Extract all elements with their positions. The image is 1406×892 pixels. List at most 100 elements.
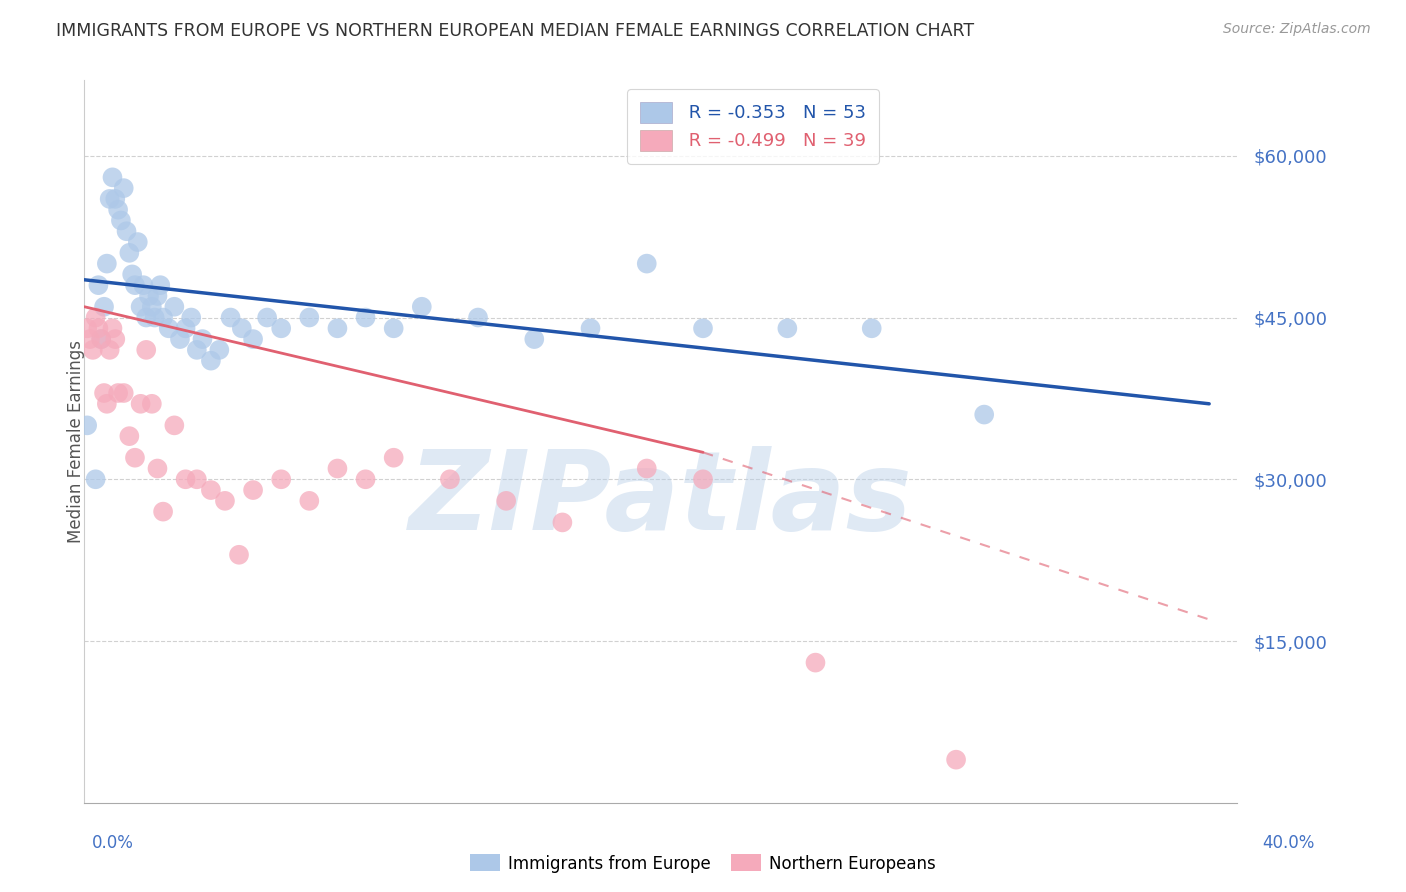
Point (439, 472, 461, 486)
Point (298, 493, 321, 508)
Text: IMMIGRANTS FROM EUROPE VS NORTHERN EUROPEAN MEDIAN FEMALE EARNINGS CORRELATION C: IMMIGRANTS FROM EUROPE VS NORTHERN EUROP… (56, 22, 974, 40)
Point (101, 170, 124, 185)
Point (256, 310, 278, 325)
Point (90, 332, 112, 346)
Point (98, 343, 121, 357)
Point (186, 472, 208, 486)
Point (146, 461, 169, 475)
Point (298, 310, 321, 325)
Point (107, 202, 129, 217)
Point (87, 321, 110, 335)
Point (138, 289, 160, 303)
Point (121, 268, 143, 282)
Point (326, 461, 349, 475)
Point (163, 418, 186, 433)
Point (152, 310, 174, 325)
Point (551, 516, 574, 530)
Point (411, 300, 433, 314)
Point (270, 472, 292, 486)
Point (270, 321, 292, 335)
Point (692, 472, 714, 486)
Point (87, 278, 110, 293)
Point (174, 472, 197, 486)
Point (467, 310, 489, 325)
Point (141, 300, 163, 314)
Point (945, 753, 967, 767)
Point (115, 224, 138, 238)
Point (90, 332, 112, 346)
Point (382, 450, 405, 465)
Point (127, 235, 149, 249)
Point (228, 548, 250, 562)
Point (79, 332, 101, 346)
Point (169, 332, 191, 346)
Point (76, 321, 98, 335)
Point (163, 300, 186, 314)
Point (354, 310, 377, 325)
Point (973, 408, 995, 422)
Point (93, 386, 115, 401)
Point (242, 483, 264, 497)
Point (495, 493, 517, 508)
Point (104, 192, 127, 206)
Point (112, 386, 135, 401)
Point (152, 505, 174, 519)
Point (208, 343, 231, 357)
Point (776, 321, 799, 335)
Point (149, 278, 172, 293)
Point (219, 310, 242, 325)
Point (124, 278, 146, 293)
Point (135, 310, 157, 325)
Point (129, 300, 152, 314)
Point (104, 332, 127, 346)
Point (326, 321, 349, 335)
Point (98, 192, 121, 206)
Point (804, 656, 827, 670)
Point (636, 257, 658, 271)
Point (132, 278, 155, 293)
Point (231, 321, 253, 335)
Point (174, 321, 197, 335)
Point (692, 321, 714, 335)
Y-axis label: Median Female Earnings: Median Female Earnings (67, 340, 84, 543)
Legend: Immigrants from Europe, Northern Europeans: Immigrants from Europe, Northern Europea… (463, 847, 943, 880)
Point (191, 332, 214, 346)
Text: Source: ZipAtlas.com: Source: ZipAtlas.com (1223, 22, 1371, 37)
Point (129, 397, 152, 411)
Legend:  R = -0.353   N = 53,  R = -0.499   N = 39: R = -0.353 N = 53, R = -0.499 N = 39 (627, 89, 879, 163)
Text: ZIPatlas: ZIPatlas (409, 446, 912, 553)
Point (354, 472, 377, 486)
Point (579, 321, 602, 335)
Point (200, 353, 222, 368)
Point (93, 300, 115, 314)
Point (124, 450, 146, 465)
Point (118, 429, 141, 443)
Point (180, 310, 202, 325)
Point (96, 257, 118, 271)
Text: 0.0%: 0.0% (91, 834, 134, 852)
Point (186, 343, 208, 357)
Point (157, 321, 180, 335)
Point (107, 386, 129, 401)
Point (141, 397, 163, 411)
Point (118, 245, 141, 260)
Point (96, 397, 118, 411)
Point (82, 343, 104, 357)
Point (214, 493, 236, 508)
Point (84, 472, 107, 486)
Point (523, 332, 546, 346)
Point (382, 321, 405, 335)
Point (101, 321, 124, 335)
Point (146, 289, 169, 303)
Point (112, 181, 135, 195)
Point (143, 310, 166, 325)
Point (636, 461, 658, 475)
Point (84, 310, 107, 325)
Point (135, 343, 157, 357)
Point (242, 332, 264, 346)
Point (860, 321, 883, 335)
Point (200, 483, 222, 497)
Point (110, 213, 132, 227)
Point (76, 418, 98, 433)
Text: 40.0%: 40.0% (1263, 834, 1315, 852)
